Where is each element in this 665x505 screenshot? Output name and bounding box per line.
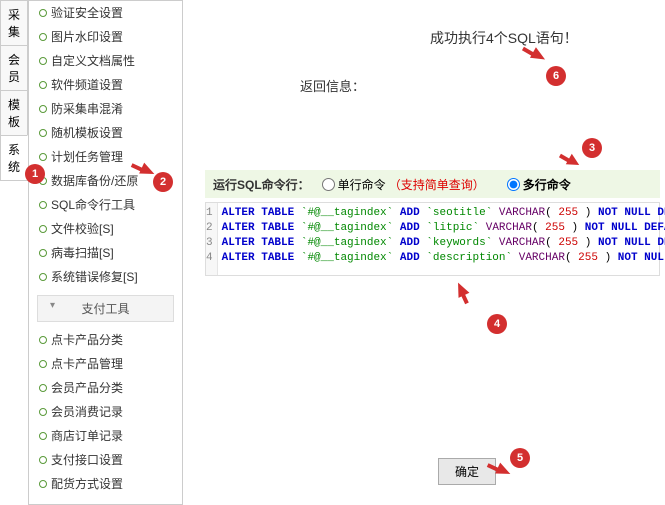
submit-button[interactable]: 确定 [438, 458, 496, 485]
radio-group: 单行命令 （支持简单查询） 多行命令 [322, 176, 587, 193]
radio-multi-input[interactable] [507, 178, 520, 191]
sidebar: 验证安全设置 图片水印设置 自定义文档属性 软件频道设置 防采集串混淆 随机模板… [28, 0, 183, 505]
annotation-marker-1: 1 [25, 164, 45, 184]
menu-file-verify[interactable]: 文件校验[S] [29, 217, 182, 241]
return-info-label: 返回信息： [300, 76, 365, 95]
sql-command-bar: 运行SQL命令行： 单行命令 （支持简单查询） 多行命令 [205, 170, 660, 198]
radio-multi-label: 多行命令 [523, 176, 571, 193]
menu-random-template[interactable]: 随机模板设置 [29, 121, 182, 145]
menu-card-manage[interactable]: 点卡产品管理 [29, 352, 182, 376]
main-content: 成功执行4个SQL语句！ 返回信息： 运行SQL命令行： 单行命令 （支持简单查… [200, 0, 665, 500]
menu-anti-collect[interactable]: 防采集串混淆 [29, 97, 182, 121]
annotation-marker-5: 5 [510, 448, 530, 468]
sql-code-editor[interactable]: 1 2 3 4 ALTER TABLE `#@__tagindex` ADD `… [205, 202, 660, 276]
code-line-2: ALTER TABLE `#@__tagindex` ADD `litpic` … [222, 221, 665, 236]
tab-member[interactable]: 会员 [0, 45, 28, 91]
menu-software-channel[interactable]: 软件频道设置 [29, 73, 182, 97]
annotation-marker-3: 3 [582, 138, 602, 158]
radio-single-label: 单行命令 [338, 176, 386, 193]
menu-shop-order[interactable]: 商店订单记录 [29, 424, 182, 448]
code-line-3: ALTER TABLE `#@__tagindex` ADD `keywords… [222, 236, 665, 251]
menu-custom-doc[interactable]: 自定义文档属性 [29, 49, 182, 73]
menu-virus-scan[interactable]: 病毒扫描[S] [29, 241, 182, 265]
menu-task-plan[interactable]: 计划任务管理 [29, 145, 182, 169]
radio-multi-line[interactable]: 多行命令 [507, 176, 571, 193]
menu-pay-interface[interactable]: 支付接口设置 [29, 448, 182, 472]
menu-member-consume[interactable]: 会员消费记录 [29, 400, 182, 424]
tab-template[interactable]: 模板 [0, 90, 28, 136]
code-line-4: ALTER TABLE `#@__tagindex` ADD `descript… [222, 251, 665, 266]
menu-sql-cmd[interactable]: SQL命令行工具 [29, 193, 182, 217]
radio-single-input[interactable] [322, 178, 335, 191]
menu-card-category[interactable]: 点卡产品分类 [29, 328, 182, 352]
menu-verify-security[interactable]: 验证安全设置 [29, 1, 182, 25]
success-message: 成功执行4个SQL语句！ [430, 28, 578, 48]
annotation-marker-6: 6 [546, 66, 566, 86]
radio-single-line[interactable]: 单行命令 （支持简单查询） [322, 176, 485, 193]
menu-delivery[interactable]: 配货方式设置 [29, 472, 182, 496]
menu-error-fix[interactable]: 系统错误修复[S] [29, 265, 182, 289]
vertical-tabs: 采集 会员 模板 系统 [0, 0, 30, 180]
line-numbers: 1 2 3 4 [206, 203, 218, 275]
annotation-marker-2: 2 [153, 172, 173, 192]
code-content[interactable]: ALTER TABLE `#@__tagindex` ADD `seotitle… [218, 203, 665, 275]
sql-bar-label: 运行SQL命令行： [213, 176, 310, 193]
menu-watermark[interactable]: 图片水印设置 [29, 25, 182, 49]
section-pay-tools[interactable]: 支付工具 [37, 295, 174, 322]
menu-member-product[interactable]: 会员产品分类 [29, 376, 182, 400]
annotation-marker-4: 4 [487, 314, 507, 334]
tab-system[interactable]: 系统 [0, 135, 28, 181]
radio-single-hint: （支持简单查询） [389, 176, 485, 193]
code-line-1: ALTER TABLE `#@__tagindex` ADD `seotitle… [222, 206, 665, 221]
tab-collect[interactable]: 采集 [0, 0, 28, 46]
